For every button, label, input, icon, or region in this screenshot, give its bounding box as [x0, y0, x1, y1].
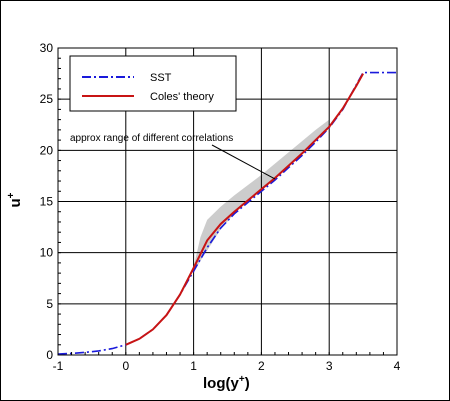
- y-axis-label: u+: [6, 192, 24, 207]
- y-axis-label-group: u+: [6, 192, 24, 207]
- legend-coles-label: Coles' theory: [150, 91, 214, 103]
- legend: SST Coles' theory: [69, 55, 237, 112]
- correlation-band-layer: [193, 119, 330, 274]
- x-tick-label: 2: [258, 359, 265, 373]
- x-tick-label: 3: [326, 359, 333, 373]
- band-annotation: approx range of different correlations: [70, 133, 233, 144]
- y-tick-label: 10: [40, 246, 54, 260]
- y-tick-label: 20: [40, 143, 54, 157]
- correlation-band: [193, 119, 330, 274]
- series-layer: [57, 71, 397, 355]
- legend-box: [69, 55, 237, 112]
- y-tick-label: 25: [40, 92, 54, 106]
- x-tick-label: -1: [53, 359, 64, 373]
- x-axis-label: log(y+): [203, 374, 250, 392]
- x-tick-label: 4: [394, 359, 401, 373]
- y-tick-label: 0: [46, 348, 53, 362]
- legend-sst-label: SST: [150, 72, 172, 84]
- band-annotation-arrow: [211, 144, 276, 180]
- x-tick-label: 1: [190, 359, 197, 373]
- coles-series-line: [125, 73, 364, 346]
- x-tick-label: 0: [122, 359, 129, 373]
- y-tick-label: 15: [40, 195, 54, 209]
- y-tick-label: 5: [46, 297, 53, 311]
- y-tick-label: 30: [40, 41, 54, 55]
